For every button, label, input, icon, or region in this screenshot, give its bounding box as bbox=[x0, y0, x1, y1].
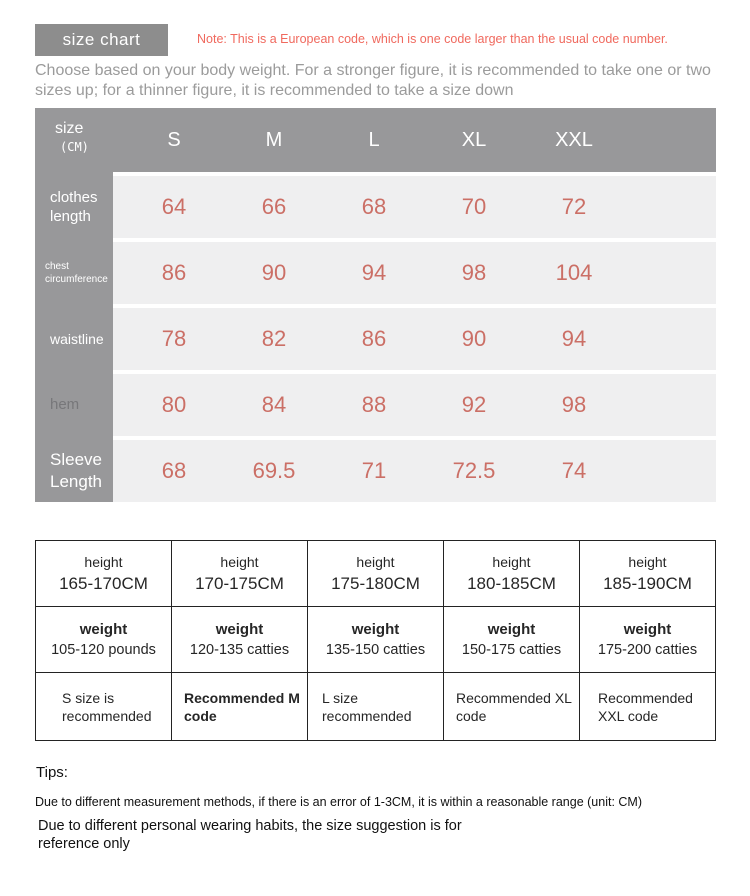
height-value: 180-185CM bbox=[467, 573, 556, 593]
row-label-clothes-length: clothes length bbox=[50, 188, 98, 226]
height-label: height bbox=[628, 553, 667, 570]
measurement-cell: 84 bbox=[261, 392, 287, 417]
measurement-cell: 68 bbox=[361, 194, 387, 219]
height-value: 170-175CM bbox=[195, 573, 284, 593]
recommendation-cell: Recommended XL code bbox=[443, 672, 580, 741]
weight-cell: weight 120-135 catties bbox=[171, 606, 308, 673]
measurement-cell: 80 bbox=[161, 392, 187, 417]
measurement-cell: 82 bbox=[261, 326, 287, 351]
weight-cell: weight 150-175 catties bbox=[443, 606, 580, 673]
height-label: height bbox=[356, 553, 395, 570]
tips-measurement-note: Due to different measurement methods, if… bbox=[35, 795, 642, 809]
tips-title: Tips: bbox=[36, 764, 68, 781]
height-cell: height 165-170CM bbox=[35, 540, 172, 607]
row-label-chest-circumference: chest circumference bbox=[45, 261, 108, 285]
weight-label: weight bbox=[623, 621, 672, 638]
height-value: 185-190CM bbox=[603, 573, 692, 593]
row-label-hem: hem bbox=[50, 396, 80, 414]
table-row: Sleeve Length 68 69.5 71 72.5 74 bbox=[35, 440, 716, 502]
row-values: 78 82 86 90 94 bbox=[113, 308, 716, 370]
measurement-cell: 71 bbox=[361, 458, 387, 483]
weight-value: 105-120 pounds bbox=[51, 642, 156, 658]
size-chart-button[interactable]: size chart bbox=[35, 24, 168, 56]
measurement-cell: 68 bbox=[161, 458, 187, 483]
size-measurement-table: size (CM) S M L XL XXL clothes length 64… bbox=[35, 108, 716, 502]
measurement-cell: 86 bbox=[361, 326, 387, 351]
table-row: hem 80 84 88 92 98 bbox=[35, 374, 716, 436]
weight-cell: weight 105-120 pounds bbox=[35, 606, 172, 673]
sizing-advice-text: Choose based on your body weight. For a … bbox=[35, 62, 711, 99]
measurement-cell: 64 bbox=[161, 194, 187, 219]
weight-cell: weight 175-200 catties bbox=[579, 606, 716, 673]
measurement-cell: 104 bbox=[555, 260, 593, 285]
measurement-cell: 88 bbox=[361, 392, 387, 417]
measurement-cell: 78 bbox=[161, 326, 187, 351]
height-label: height bbox=[84, 553, 123, 570]
tips-reference-note: Due to different personal wearing habits… bbox=[38, 818, 462, 852]
measurement-cell: 72 bbox=[561, 194, 587, 219]
measurement-cell: 94 bbox=[561, 326, 587, 351]
recommendation-cell: Recommended XXL code bbox=[579, 672, 716, 741]
recommendation-cell: L size recommended bbox=[307, 672, 444, 741]
height-value: 175-180CM bbox=[331, 573, 420, 593]
measurement-cell: 90 bbox=[261, 260, 287, 285]
column-header-xxl: XXL bbox=[555, 128, 593, 151]
height-label: height bbox=[220, 553, 259, 570]
corner-label: size bbox=[55, 120, 84, 137]
weight-label: weight bbox=[79, 621, 128, 638]
european-code-note: Note: This is a European code, which is … bbox=[197, 32, 668, 46]
measurement-cell: 92 bbox=[461, 392, 487, 417]
recommendation-cell: S size is recommended bbox=[35, 672, 172, 741]
weight-value: 175-200 catties bbox=[597, 642, 698, 658]
measurement-cell: 70 bbox=[461, 194, 487, 219]
height-cell: height 180-185CM bbox=[443, 540, 580, 607]
measurement-cell: 98 bbox=[561, 392, 587, 417]
weight-row: weight 105-120 pounds weight 120-135 cat… bbox=[35, 606, 716, 673]
measurement-cell: 98 bbox=[461, 260, 487, 285]
weight-label: weight bbox=[351, 621, 400, 638]
column-header-xl: XL bbox=[461, 128, 487, 151]
weight-label: weight bbox=[487, 621, 536, 638]
weight-value: 120-135 catties bbox=[189, 642, 290, 658]
height-cell: height 175-180CM bbox=[307, 540, 444, 607]
row-label-sleeve-length: Sleeve Length bbox=[50, 449, 102, 491]
measurement-cell: 69.5 bbox=[252, 458, 296, 483]
row-values: 64 66 68 70 72 bbox=[113, 176, 716, 238]
size-table-header-row: size (CM) S M L XL XXL bbox=[35, 108, 716, 172]
weight-label: weight bbox=[215, 621, 264, 638]
row-values: 86 90 94 98 104 bbox=[113, 242, 716, 304]
row-label-waistline: waistline bbox=[50, 330, 104, 347]
size-column-headers: S M L XL XXL bbox=[113, 108, 716, 172]
height-cell: height 170-175CM bbox=[171, 540, 308, 607]
table-row: waistline 78 82 86 90 94 bbox=[35, 308, 716, 370]
measurement-cell: 94 bbox=[361, 260, 387, 285]
column-header-l: L bbox=[368, 128, 380, 151]
height-label: height bbox=[492, 553, 531, 570]
measurement-cell: 90 bbox=[461, 326, 487, 351]
row-values: 80 84 88 92 98 bbox=[113, 374, 716, 436]
measurement-cell: 74 bbox=[561, 458, 587, 483]
corner-unit: (CM) bbox=[60, 140, 89, 154]
column-header-m: M bbox=[265, 128, 283, 151]
row-values: 68 69.5 71 72.5 74 bbox=[113, 440, 716, 502]
size-table-corner-cell: size (CM) bbox=[35, 108, 113, 172]
measurement-cell: 72.5 bbox=[452, 458, 496, 483]
weight-value: 135-150 catties bbox=[325, 642, 426, 658]
height-cell: height 185-190CM bbox=[579, 540, 716, 607]
table-row: chest circumference 86 90 94 98 104 bbox=[35, 242, 716, 304]
measurement-cell: 86 bbox=[161, 260, 187, 285]
measurement-cell: 66 bbox=[261, 194, 287, 219]
weight-cell: weight 135-150 catties bbox=[307, 606, 444, 673]
recommendation-cell: Recommended M code bbox=[171, 672, 308, 741]
height-row: height 165-170CM height 170-175CM height… bbox=[35, 540, 716, 607]
recommendation-row: S size is recommended Recommended M code… bbox=[35, 672, 716, 741]
table-row: clothes length 64 66 68 70 72 bbox=[35, 176, 716, 238]
height-value: 165-170CM bbox=[59, 573, 148, 593]
fit-recommendation-table: height 165-170CM height 170-175CM height… bbox=[35, 540, 716, 741]
weight-value: 150-175 catties bbox=[461, 642, 562, 658]
column-header-s: S bbox=[167, 128, 181, 151]
